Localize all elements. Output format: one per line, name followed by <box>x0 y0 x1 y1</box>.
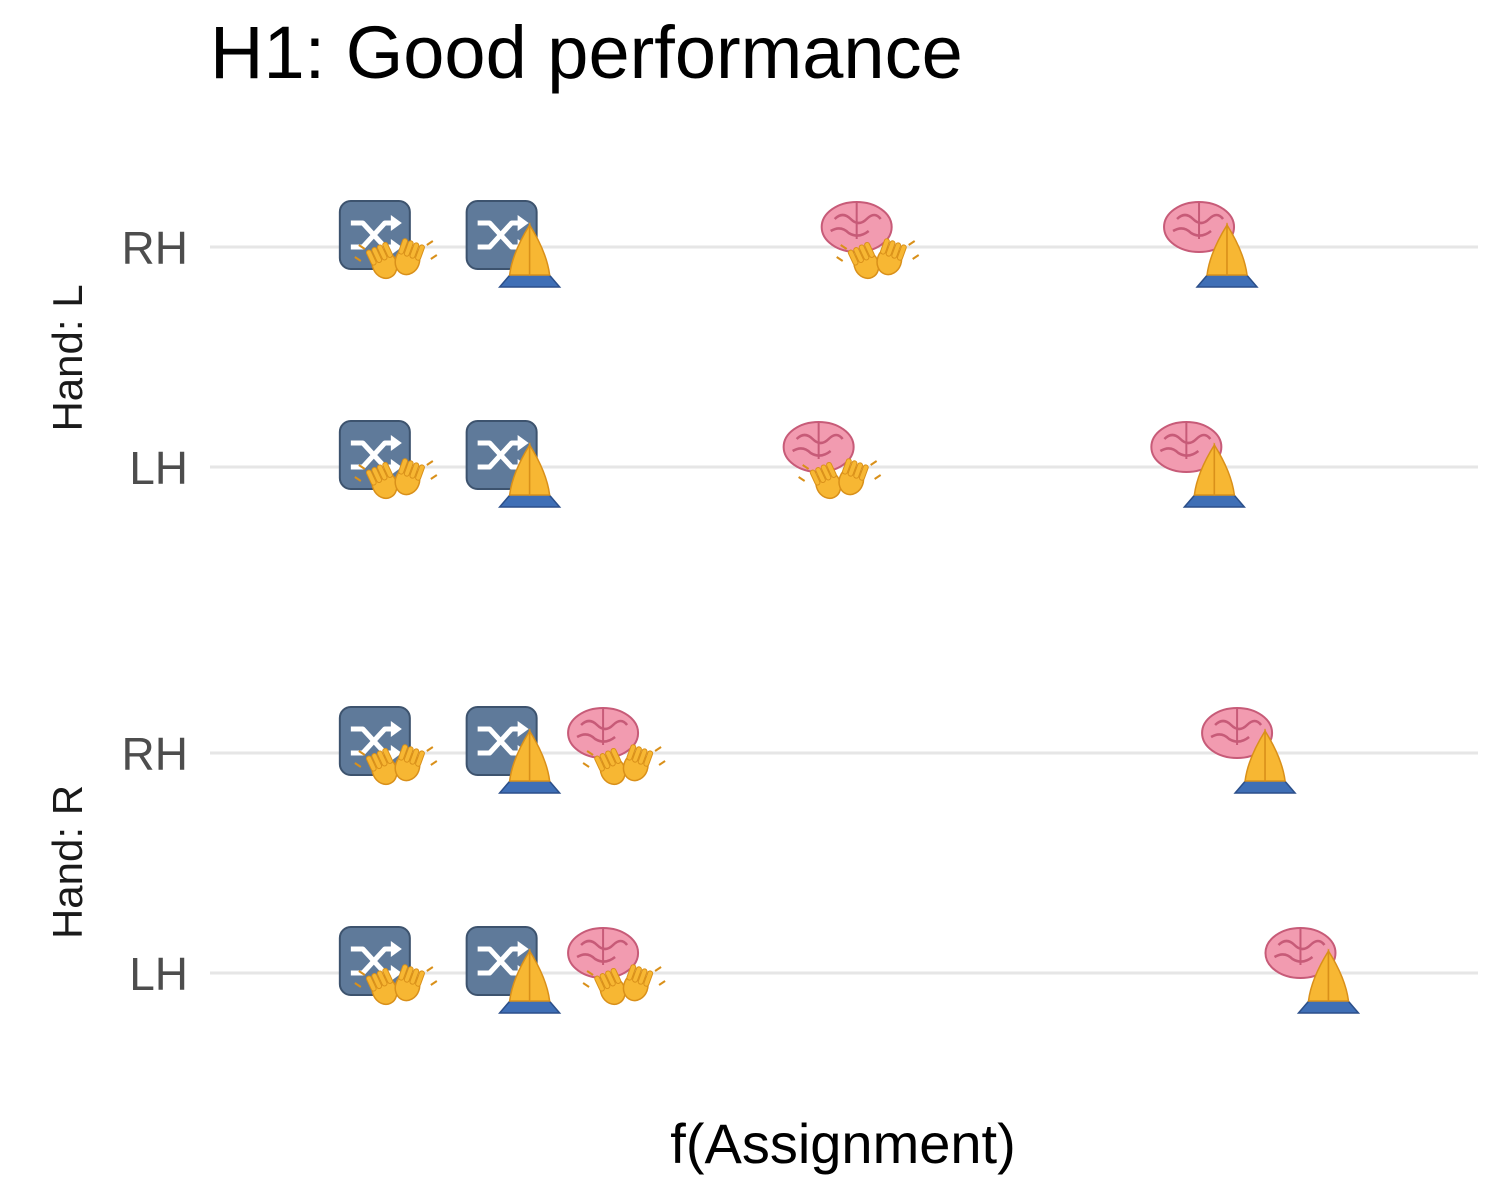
row-points-r-rh <box>338 706 1297 794</box>
data-point-0-1-2 <box>782 421 882 500</box>
data-point-0-0-2 <box>820 201 920 280</box>
data-point-1-1-0 <box>338 926 438 1006</box>
brain-icon <box>1201 707 1274 759</box>
brain-icon <box>1150 421 1223 473</box>
shuffle-icon <box>338 420 411 490</box>
brain-icon <box>567 927 640 979</box>
data-point-1-1-3 <box>1264 927 1361 1014</box>
waving-hands-icon <box>836 238 920 280</box>
data-point-0-1-0 <box>338 420 438 500</box>
waving-hands-icon <box>354 458 438 500</box>
waving-hands-icon <box>582 744 666 786</box>
brain-icon <box>782 421 855 473</box>
brain-icon <box>1264 927 1337 979</box>
data-point-1-0-3 <box>1201 707 1297 794</box>
shuffle-icon <box>338 200 411 270</box>
brain-icon <box>1163 201 1236 253</box>
folded-hands-icon <box>498 442 562 508</box>
data-point-1-0-1 <box>465 706 562 794</box>
data-point-0-0-0 <box>338 200 438 280</box>
data-point-0-1-3 <box>1150 421 1246 508</box>
folded-hands-icon <box>1182 442 1246 508</box>
folded-hands-icon <box>498 728 562 794</box>
facet-hand-l: Hand: L RH LH <box>44 200 1478 508</box>
data-point-1-0-2 <box>567 707 666 786</box>
brain-icon <box>567 707 640 759</box>
facet-hand-r: Hand: R RH LH <box>44 706 1478 1014</box>
waving-hands-icon <box>354 238 438 280</box>
data-point-1-0-0 <box>338 706 438 786</box>
row-points-r-lh <box>338 926 1361 1014</box>
facet-label-hand-l: Hand: L <box>44 284 91 431</box>
row-points-l-rh <box>338 200 1259 288</box>
data-point-1-1-1 <box>465 926 562 1014</box>
data-point-0-0-1 <box>465 200 562 288</box>
folded-hands-icon <box>498 222 562 288</box>
waving-hands-icon <box>582 964 666 1006</box>
y-tick-label-l-lh: LH <box>129 442 188 494</box>
waving-hands-icon <box>354 964 438 1006</box>
data-point-1-1-2 <box>567 927 666 1006</box>
folded-hands-icon <box>498 948 562 1014</box>
data-point-0-1-1 <box>465 420 562 508</box>
waving-hands-icon <box>354 744 438 786</box>
data-point-0-0-3 <box>1163 201 1259 288</box>
facet-label-hand-r: Hand: R <box>44 785 91 939</box>
y-tick-label-r-lh: LH <box>129 948 188 1000</box>
folded-hands-icon <box>1195 222 1259 288</box>
waving-hands-icon <box>798 458 882 500</box>
y-tick-label-r-rh: RH <box>122 728 188 780</box>
x-axis-title: f(Assignment) <box>670 1112 1015 1175</box>
brain-icon <box>820 201 893 253</box>
y-tick-label-l-rh: RH <box>122 222 188 274</box>
row-points-l-lh <box>338 420 1246 508</box>
folded-hands-icon <box>1296 948 1361 1014</box>
folded-hands-icon <box>1233 728 1297 794</box>
chart-title: H1: Good performance <box>210 11 963 94</box>
